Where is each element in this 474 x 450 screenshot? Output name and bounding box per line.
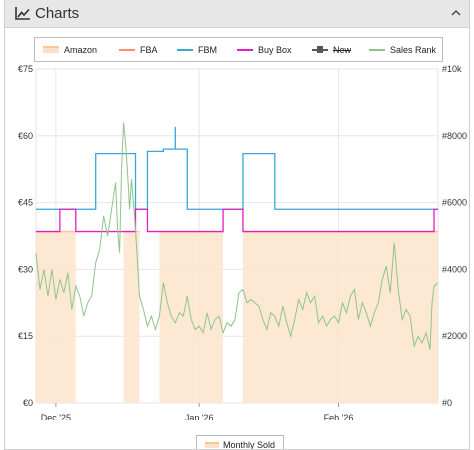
legend-label-buy-box: Buy Box [258,44,292,55]
price-history-chart[interactable]: €0 €15 €30 €45 €60 €75 #0 #2000 #4000 #6000 #8000 #… [5,0,470,420]
legend-label-amazon: Amazon [64,44,98,55]
amazon-area-segment [123,231,140,403]
sales-rank-line [35,122,439,350]
legend-swatch-fba [119,48,135,51]
legend-swatch-new [312,45,328,53]
chevron-up-icon[interactable] [451,5,461,20]
panel-title: Charts [35,5,80,22]
legend-swatch-buy-box [237,48,253,51]
y-left-tick-label: €45 [18,198,33,208]
legend-label-fba: FBA [140,44,158,55]
charts-panel: Charts Amazon FBA FBM Buy Box New Sales … [4,0,470,450]
legend-label-new: New [333,44,352,55]
y-left-tick-label: €30 [18,264,33,274]
amazon-area-layer [36,230,438,403]
x-tick-label: Jan '26 [185,413,214,420]
x-tick-label: Feb '26 [324,413,354,420]
y-right-tick-label: #8000 [442,131,467,141]
y-left-tick-label: €15 [18,331,33,341]
y-left-tick-label: €0 [23,398,33,408]
legend-item-fba[interactable]: FBA [119,38,158,61]
legend-item-buy-box[interactable]: Buy Box [237,38,292,61]
legend-label-monthly-sold: Monthly Sold [222,440,276,450]
y-right-tick-label: #4000 [442,264,467,274]
y-right-tick-label: #6000 [442,198,467,208]
legend-item-new[interactable]: New [312,38,351,61]
legend-swatch-fbm [177,48,193,51]
legend-label-sales-rank: Sales Rank [390,44,437,55]
legend-item-amazon[interactable]: Amazon [43,38,97,61]
chart-legend: Amazon FBA FBM Buy Box New Sales Rank [34,37,443,62]
legend-swatch-amazon [43,46,59,53]
line-chart-icon [15,7,30,20]
legend-item-fbm[interactable]: FBM [177,38,217,61]
y-right-tick-label: #2000 [442,331,467,341]
amazon-area-segment [36,231,76,403]
series-lines-layer [35,122,439,350]
buy-box-line [36,208,438,233]
y-left-tick-label: €60 [18,131,33,141]
y-right-tick-label: #10k [442,64,462,74]
legend-swatch-sales-rank [369,48,385,51]
legend-label-fbm: FBM [198,44,217,55]
y-left-tick-label: €75 [18,64,33,74]
chart-axes: €0 €15 €30 €45 €60 €75 #0 #2000 #4000 #6000 #8000 #… [18,64,467,420]
amazon-area-segment [242,231,438,403]
charts-panel-header[interactable]: Charts [5,0,469,28]
legend-item-sales-rank[interactable]: Sales Rank [369,38,436,61]
x-tick-label: Dec '25 [41,413,71,420]
monthly-sold-legend[interactable]: Monthly Sold [196,435,284,450]
y-right-tick-label: #0 [442,398,452,408]
fbm-line [36,126,438,210]
legend-swatch-monthly-sold [204,442,219,448]
